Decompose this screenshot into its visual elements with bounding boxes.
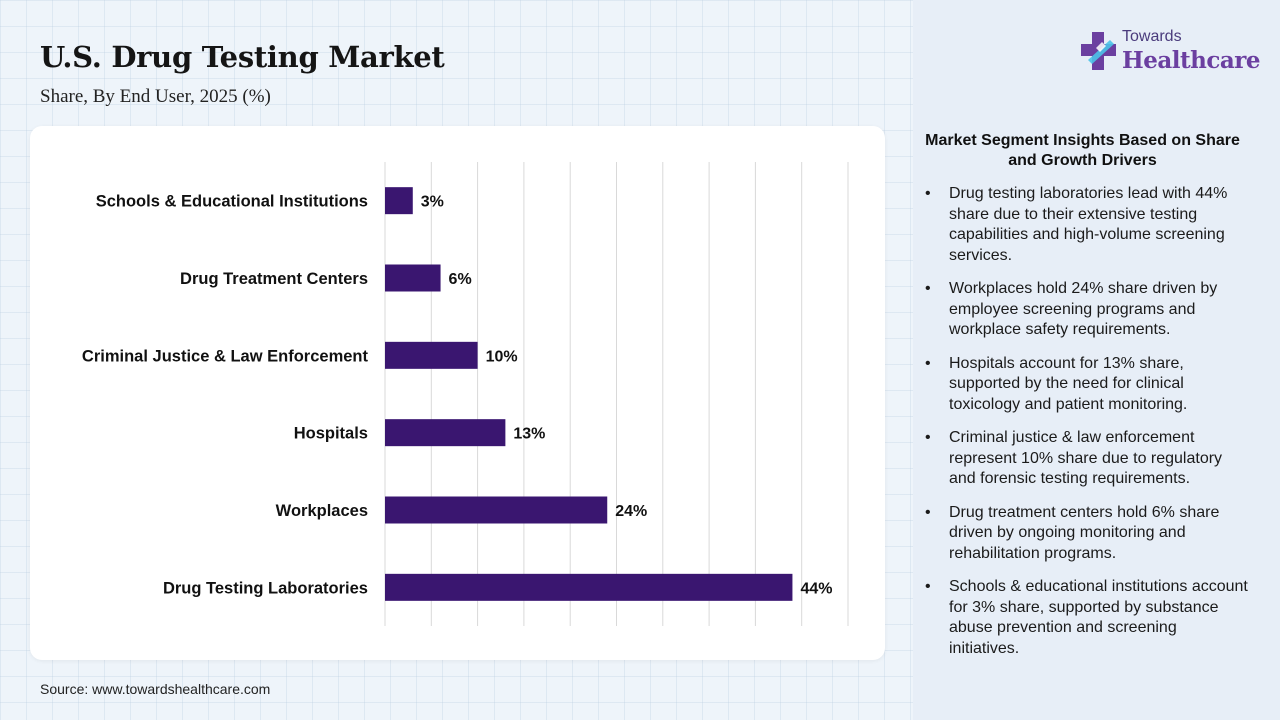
bullet-icon: • xyxy=(925,354,931,372)
bullet-icon: • xyxy=(925,185,931,202)
category-label: Workplaces xyxy=(276,502,368,520)
logo-text-towards: Towards xyxy=(1122,28,1182,45)
page-title: U.S. Drug Testing Market xyxy=(40,40,445,74)
bullet-icon: • xyxy=(925,280,931,297)
chart-card: Schools & Educational Institutions 3% Drug… xyxy=(30,126,885,660)
bar xyxy=(385,496,608,524)
insight-text: Drug treatment centers hold 6% share dri… xyxy=(949,503,1220,562)
category-label: Drug Treatment Centers xyxy=(180,270,368,288)
bullet-icon: • xyxy=(925,429,931,446)
insights-list: • Drug testing laboratories lead with 44%… xyxy=(925,184,1250,672)
insight-text: Criminal justice & law enforcement repre… xyxy=(949,429,1223,487)
insight-item: • Workplaces hold 24% share driven by emp… xyxy=(925,279,1250,341)
insight-item: • Drug testing laboratories lead with 44%… xyxy=(925,184,1250,266)
insight-text: Workplaces hold 24% share driven by empl… xyxy=(949,280,1218,338)
insights-panel xyxy=(913,0,1280,720)
insight-text: Drug testing laboratories lead with 44% … xyxy=(949,185,1228,264)
category-label: Drug Testing Laboratories xyxy=(163,579,368,597)
data-label: 24% xyxy=(615,503,647,520)
data-label: 3% xyxy=(421,194,444,211)
logo-text-healthcare: Healthcare xyxy=(1122,47,1261,74)
insight-item: • Hospitals account for 13% share, suppor… xyxy=(925,354,1250,416)
bar xyxy=(385,187,413,215)
insight-item: • Criminal justice & law enforcement repr… xyxy=(925,428,1250,490)
data-label: 13% xyxy=(513,426,545,443)
data-label: 44% xyxy=(800,580,832,597)
data-label: 6% xyxy=(449,271,472,288)
insight-text: Schools & educational institutions accou… xyxy=(949,578,1248,657)
bar xyxy=(385,264,441,292)
category-label: Schools & Educational Institutions xyxy=(96,193,368,211)
brand-logo: Towards Healthcare xyxy=(1080,28,1261,78)
bar xyxy=(385,573,793,601)
insight-text: Hospitals account for 13% share, support… xyxy=(949,354,1188,413)
cross-logo-icon xyxy=(1081,32,1116,70)
insight-item: • Drug treatment centers hold 6% share dr… xyxy=(925,503,1250,565)
source-note: Source: www.towardshealthcare.com xyxy=(40,681,271,697)
category-label: Hospitals xyxy=(294,425,368,443)
data-label: 10% xyxy=(486,348,518,365)
bar xyxy=(385,341,478,369)
bar-chart: Schools & Educational Institutions 3% Drug… xyxy=(82,162,849,626)
bullet-icon: • xyxy=(925,503,931,521)
insights-title: Market Segment Insights Based on Share a… xyxy=(925,132,1240,169)
insight-item: • Schools & educational institutions acco… xyxy=(925,577,1250,659)
bullet-icon: • xyxy=(925,578,931,595)
page-subtitle: Share, By End User, 2025 (%) xyxy=(40,86,271,107)
category-label: Criminal Justice & Law Enforcement xyxy=(82,347,369,365)
bar xyxy=(385,419,506,447)
